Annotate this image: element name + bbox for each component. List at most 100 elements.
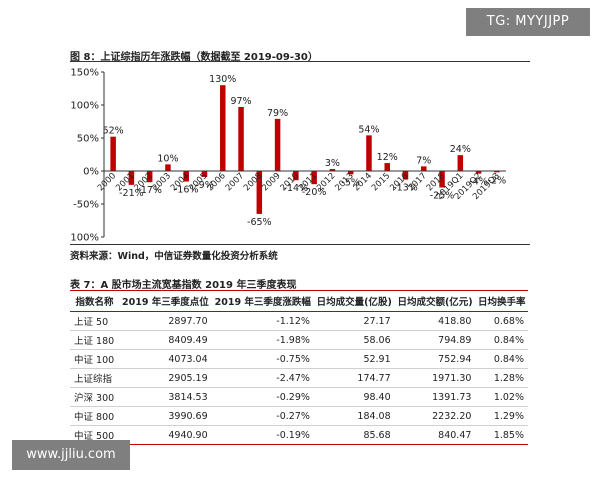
cell-index-name: 沪深 300 [70, 387, 120, 407]
data-label: -21% [119, 188, 144, 199]
data-label: -25% [430, 191, 455, 202]
bar [347, 171, 354, 175]
cell-daily-volume: 174.77 [313, 368, 395, 388]
cell-turnover-rate: 0.84% [475, 349, 528, 369]
cell-turnover-rate: 1.28% [475, 368, 528, 388]
bar-chart: 150%100%50%0%-50%-100%52%2000 -21%2001 -17… [70, 68, 507, 243]
cell-daily-turnover: 1971.30 [394, 368, 476, 388]
data-label: -20% [302, 187, 327, 198]
figure-top-rule [70, 61, 530, 62]
data-label: 54% [358, 124, 379, 135]
bar [293, 171, 299, 181]
watermark-top: TG: MYYJJPP [466, 8, 590, 36]
bar [220, 85, 226, 171]
cell-index-name: 中证 100 [70, 349, 120, 369]
bar [128, 171, 135, 185]
cell-turnover-rate: 0.84% [475, 330, 528, 350]
cell-q3-level: 2905.19 [119, 368, 212, 388]
y-tick-label: 100% [70, 101, 99, 112]
data-label: 79% [267, 108, 288, 119]
cell-q3-level: 3814.53 [119, 387, 212, 407]
y-tick-label: -100% [70, 233, 99, 243]
data-label: 10% [157, 153, 178, 164]
data-label: -5% [341, 177, 360, 188]
y-tick-label: 150% [70, 68, 99, 79]
bar [165, 164, 171, 171]
cell-daily-volume: 58.06 [313, 330, 395, 350]
index-performance-table: 指数名称 2019 年三季度点位 2019 年三季度涨跌幅 日均成交量(亿股) … [70, 290, 528, 445]
figure-title: 图 8：上证综指历年涨跌幅（数据截至 2019-09-30） [70, 52, 318, 63]
table-row: 上证 50 2897.70 -1.12% 27.17 418.80 0.68% [70, 311, 528, 331]
bar [110, 136, 116, 171]
cell-daily-turnover: 418.80 [394, 311, 476, 331]
cell-q3-level: 3990.69 [119, 406, 212, 426]
bar [439, 171, 445, 188]
cell-index-name: 上证 180 [70, 330, 120, 350]
cell-daily-volume: 52.91 [313, 349, 395, 369]
bar [384, 163, 390, 171]
table-row: 中证 800 3990.69 -0.27% 184.08 2232.20 1.2… [70, 406, 528, 426]
header-daily-volume: 日均成交量(亿股) [313, 290, 395, 312]
table-row: 沪深 300 3814.53 -0.29% 98.40 1391.73 1.02… [70, 387, 528, 407]
data-label: -65% [247, 217, 272, 228]
bar [238, 106, 244, 171]
cell-turnover-rate: 0.68% [475, 311, 528, 331]
data-label: 7% [416, 155, 431, 166]
bar [201, 171, 208, 177]
x-tick-label: 2007 [224, 171, 246, 193]
data-label: 24% [450, 144, 471, 155]
cell-index-name: 中证 800 [70, 406, 120, 426]
data-label: -17% [137, 185, 162, 196]
source-note: 资料来源：Wind，中信证券数量化投资分析系统 [70, 251, 278, 262]
y-tick-label: 0% [83, 167, 99, 178]
cell-daily-turnover: 752.94 [394, 349, 476, 369]
data-label: -14% [284, 183, 309, 194]
data-label: 3% [325, 158, 340, 169]
data-label: 12% [377, 152, 398, 163]
cell-turnover-rate: 1.85% [475, 425, 528, 445]
cell-daily-turnover: 1391.73 [394, 387, 476, 407]
y-tick-label: 50% [77, 134, 99, 145]
data-label: -9% [195, 180, 214, 191]
figure-bottom-rule [70, 244, 530, 245]
x-tick-label: 2000 [96, 171, 118, 193]
data-label: -16% [174, 185, 199, 196]
cell-q3-change: -0.29% [211, 387, 314, 407]
cell-q3-change: -1.98% [211, 330, 314, 350]
header-q3-level: 2019 年三季度点位 [119, 290, 212, 312]
bar [402, 171, 409, 180]
data-label: -4% [469, 177, 488, 188]
cell-q3-change: -0.19% [211, 425, 314, 445]
x-tick-label: 2015 [370, 171, 392, 193]
cell-daily-volume: 184.08 [313, 406, 395, 426]
cell-daily-volume: 85.68 [313, 425, 395, 445]
cell-q3-change: -0.75% [211, 349, 314, 369]
table-row: 上证 180 8409.49 -1.98% 58.06 794.89 0.84% [70, 330, 528, 350]
table-row: 上证综指 2905.19 -2.47% 174.77 1971.30 1.28% [70, 368, 528, 388]
data-label: 130% [209, 74, 236, 85]
cell-turnover-rate: 1.29% [475, 406, 528, 426]
cell-index-name: 上证综指 [70, 368, 120, 388]
cell-q3-level: 4940.90 [119, 425, 212, 445]
cell-daily-volume: 27.17 [313, 311, 395, 331]
cell-daily-volume: 98.40 [313, 387, 395, 407]
header-turnover-rate: 日均换手率 [475, 290, 528, 312]
cell-daily-turnover: 2232.20 [394, 406, 476, 426]
table-title: 表 7：A 股市场主流宽基指数 2019 年三季度表现 [70, 280, 297, 291]
bar [457, 155, 464, 171]
bar [475, 171, 482, 174]
bar [146, 171, 153, 183]
cell-q3-change: -1.12% [211, 311, 314, 331]
bar [366, 135, 372, 171]
data-label: 97% [230, 96, 251, 107]
data-label: -2% [488, 175, 507, 186]
cell-q3-change: -2.47% [211, 368, 314, 388]
cell-index-name: 上证 50 [70, 311, 120, 331]
bar [311, 171, 317, 185]
header-q3-change: 2019 年三季度涨跌幅 [211, 290, 314, 312]
bar [256, 171, 263, 214]
cell-daily-turnover: 840.47 [394, 425, 476, 445]
table-row: 中证 500 4940.90 -0.19% 85.68 840.47 1.85% [70, 425, 528, 445]
table-header-row: 指数名称 2019 年三季度点位 2019 年三季度涨跌幅 日均成交量(亿股) … [70, 290, 528, 312]
header-daily-turnover: 日均成交额(亿元) [394, 290, 476, 312]
